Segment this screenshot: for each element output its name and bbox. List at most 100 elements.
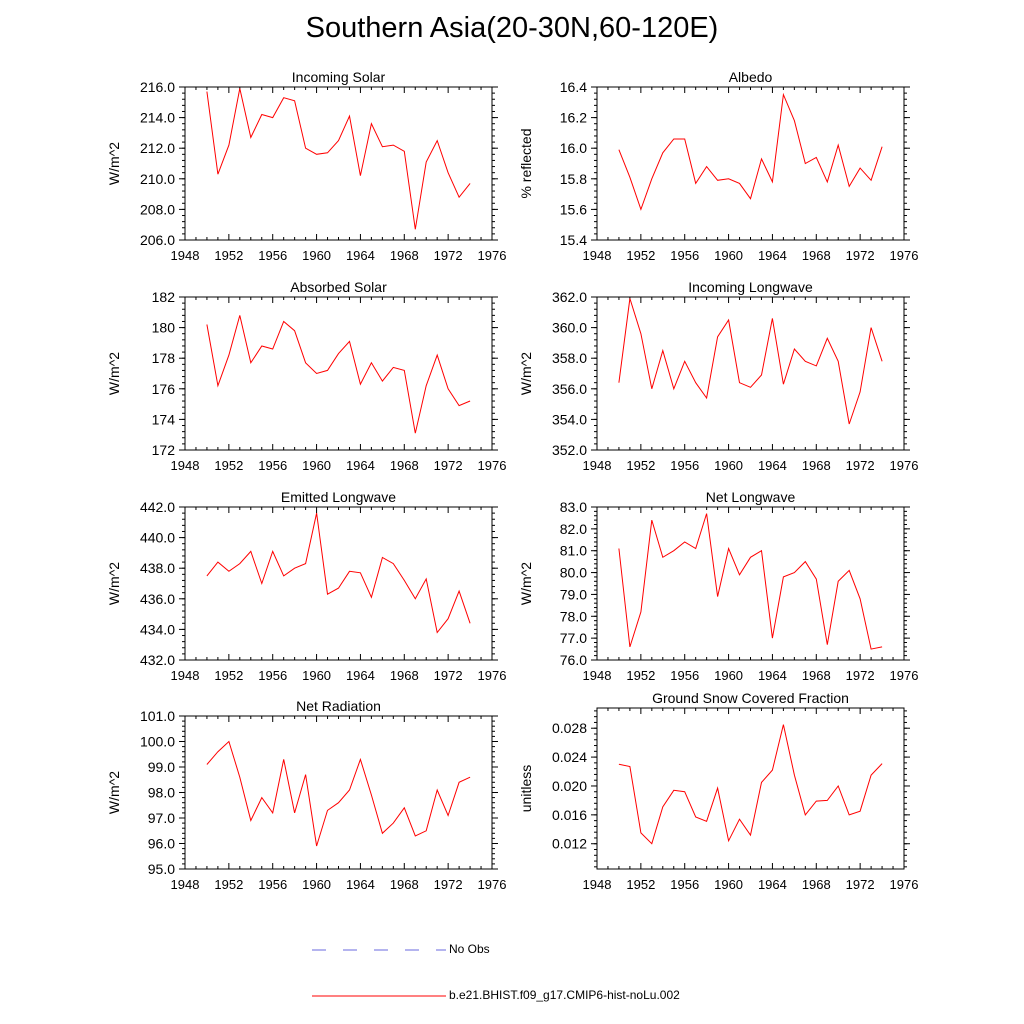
y-tick-label: 434.0: [140, 621, 175, 637]
y-tick-label: 174: [152, 411, 176, 427]
plot-frame: [596, 296, 905, 451]
chart-panel-4: Emitted Longwave 1948 1952 1956 1960 1964 1968…: [106, 489, 506, 683]
chart-title: Net Longwave: [706, 489, 796, 505]
chart-title: Absorbed Solar: [290, 279, 387, 295]
x-tick-label: 1960: [714, 877, 743, 892]
y-tick-label: 356.0: [552, 381, 587, 397]
y-tick-label: 214.0: [140, 110, 175, 126]
y-tick-label: 78.0: [560, 608, 587, 624]
x-tick-label: 1976: [478, 248, 507, 263]
x-tick-label: 1952: [626, 877, 655, 892]
y-axis-label: W/m^2: [106, 142, 122, 185]
plot-frame: [184, 86, 493, 241]
x-tick-label: 1976: [890, 668, 919, 683]
x-tick-label: 1972: [846, 458, 875, 473]
x-tick-label: 1968: [390, 458, 419, 473]
chart-panel-2: Absorbed Solar 1948 1952 1956 1960 1964 1968 19…: [106, 279, 506, 473]
x-tick-label: 1948: [583, 458, 612, 473]
series-line: [206, 88, 471, 230]
series-line: [618, 513, 883, 650]
y-tick-label: 172: [152, 442, 176, 458]
y-axis-label: unitless: [518, 765, 534, 812]
y-tick-label: 0.028: [552, 720, 587, 736]
plot-frame: [596, 86, 905, 241]
x-tick-label: 1952: [626, 668, 655, 683]
y-tick-label: 16.2: [560, 110, 587, 126]
x-tick-label: 1948: [583, 248, 612, 263]
x-tick-label: 1972: [846, 877, 875, 892]
chart-title: Emitted Longwave: [281, 489, 396, 505]
x-tick-label: 1952: [214, 877, 243, 892]
x-tick-label: 1976: [478, 668, 507, 683]
x-tick-label: 1972: [434, 248, 463, 263]
y-tick-label: 83.0: [560, 499, 587, 515]
y-tick-label: 99.0: [148, 759, 175, 775]
plot-frame: [596, 506, 905, 661]
y-tick-label: 0.016: [552, 807, 587, 823]
y-tick-label: 354.0: [552, 411, 587, 427]
y-tick-label: 438.0: [140, 560, 175, 576]
y-tick-label: 210.0: [140, 171, 175, 187]
x-tick-label: 1948: [171, 458, 200, 473]
y-tick-label: 432.0: [140, 652, 175, 668]
x-tick-label: 1956: [258, 668, 287, 683]
x-tick-label: 1972: [434, 668, 463, 683]
chart-title: Incoming Solar: [292, 69, 386, 85]
y-tick-label: 16.4: [560, 79, 587, 95]
y-axis-label: W/m^2: [106, 562, 122, 605]
x-tick-label: 1968: [802, 668, 831, 683]
x-tick-label: 1948: [583, 668, 612, 683]
y-tick-label: 360.0: [552, 320, 587, 336]
y-tick-label: 82.0: [560, 521, 587, 537]
y-tick-label: 96.0: [148, 836, 175, 852]
chart-panel-3: Incoming Longwave 1948 1952 1956 1960 1964 196…: [518, 279, 918, 473]
plot-frame: [184, 715, 493, 870]
plot-frame: [596, 707, 905, 870]
x-tick-label: 1956: [258, 458, 287, 473]
x-tick-label: 1972: [434, 877, 463, 892]
chart-title: Ground Snow Covered Fraction: [652, 690, 849, 706]
x-tick-label: 1964: [346, 668, 375, 683]
x-tick-label: 1960: [302, 877, 331, 892]
y-tick-label: 212.0: [140, 140, 175, 156]
y-tick-label: 98.0: [148, 785, 175, 801]
x-tick-label: 1976: [890, 248, 919, 263]
x-tick-label: 1976: [478, 877, 507, 892]
x-tick-label: 1972: [846, 668, 875, 683]
x-tick-label: 1976: [478, 458, 507, 473]
x-tick-label: 1976: [890, 458, 919, 473]
plot-frame: [184, 506, 493, 661]
x-tick-label: 1952: [214, 248, 243, 263]
legend-label-model: b.e21.BHIST.f09_g17.CMIP6-hist-noLu.002: [449, 988, 680, 1002]
y-tick-label: 81.0: [560, 543, 587, 559]
y-tick-label: 176: [152, 381, 176, 397]
x-tick-label: 1952: [626, 248, 655, 263]
y-tick-label: 77.0: [560, 630, 587, 646]
x-tick-label: 1968: [390, 877, 419, 892]
y-tick-label: 80.0: [560, 565, 587, 581]
y-tick-label: 97.0: [148, 810, 175, 826]
y-tick-label: 15.4: [560, 232, 587, 248]
y-tick-label: 436.0: [140, 591, 175, 607]
y-tick-label: 15.8: [560, 171, 587, 187]
y-tick-label: 0.024: [552, 749, 587, 765]
x-tick-label: 1956: [670, 877, 699, 892]
x-tick-label: 1952: [626, 458, 655, 473]
y-tick-label: 358.0: [552, 350, 587, 366]
x-tick-label: 1960: [714, 668, 743, 683]
x-tick-label: 1964: [758, 668, 787, 683]
x-tick-label: 1968: [390, 668, 419, 683]
y-tick-label: 352.0: [552, 442, 587, 458]
page-title: Southern Asia(20-30N,60-120E): [305, 12, 719, 44]
x-tick-label: 1964: [758, 458, 787, 473]
x-tick-label: 1964: [346, 458, 375, 473]
series-line: [618, 92, 883, 211]
x-tick-label: 1948: [583, 877, 612, 892]
x-tick-label: 1960: [302, 248, 331, 263]
y-tick-label: 0.012: [552, 836, 587, 852]
x-tick-label: 1964: [758, 248, 787, 263]
y-tick-label: 178: [152, 350, 176, 366]
y-tick-label: 442.0: [140, 499, 175, 515]
plot-frame: [184, 296, 493, 451]
